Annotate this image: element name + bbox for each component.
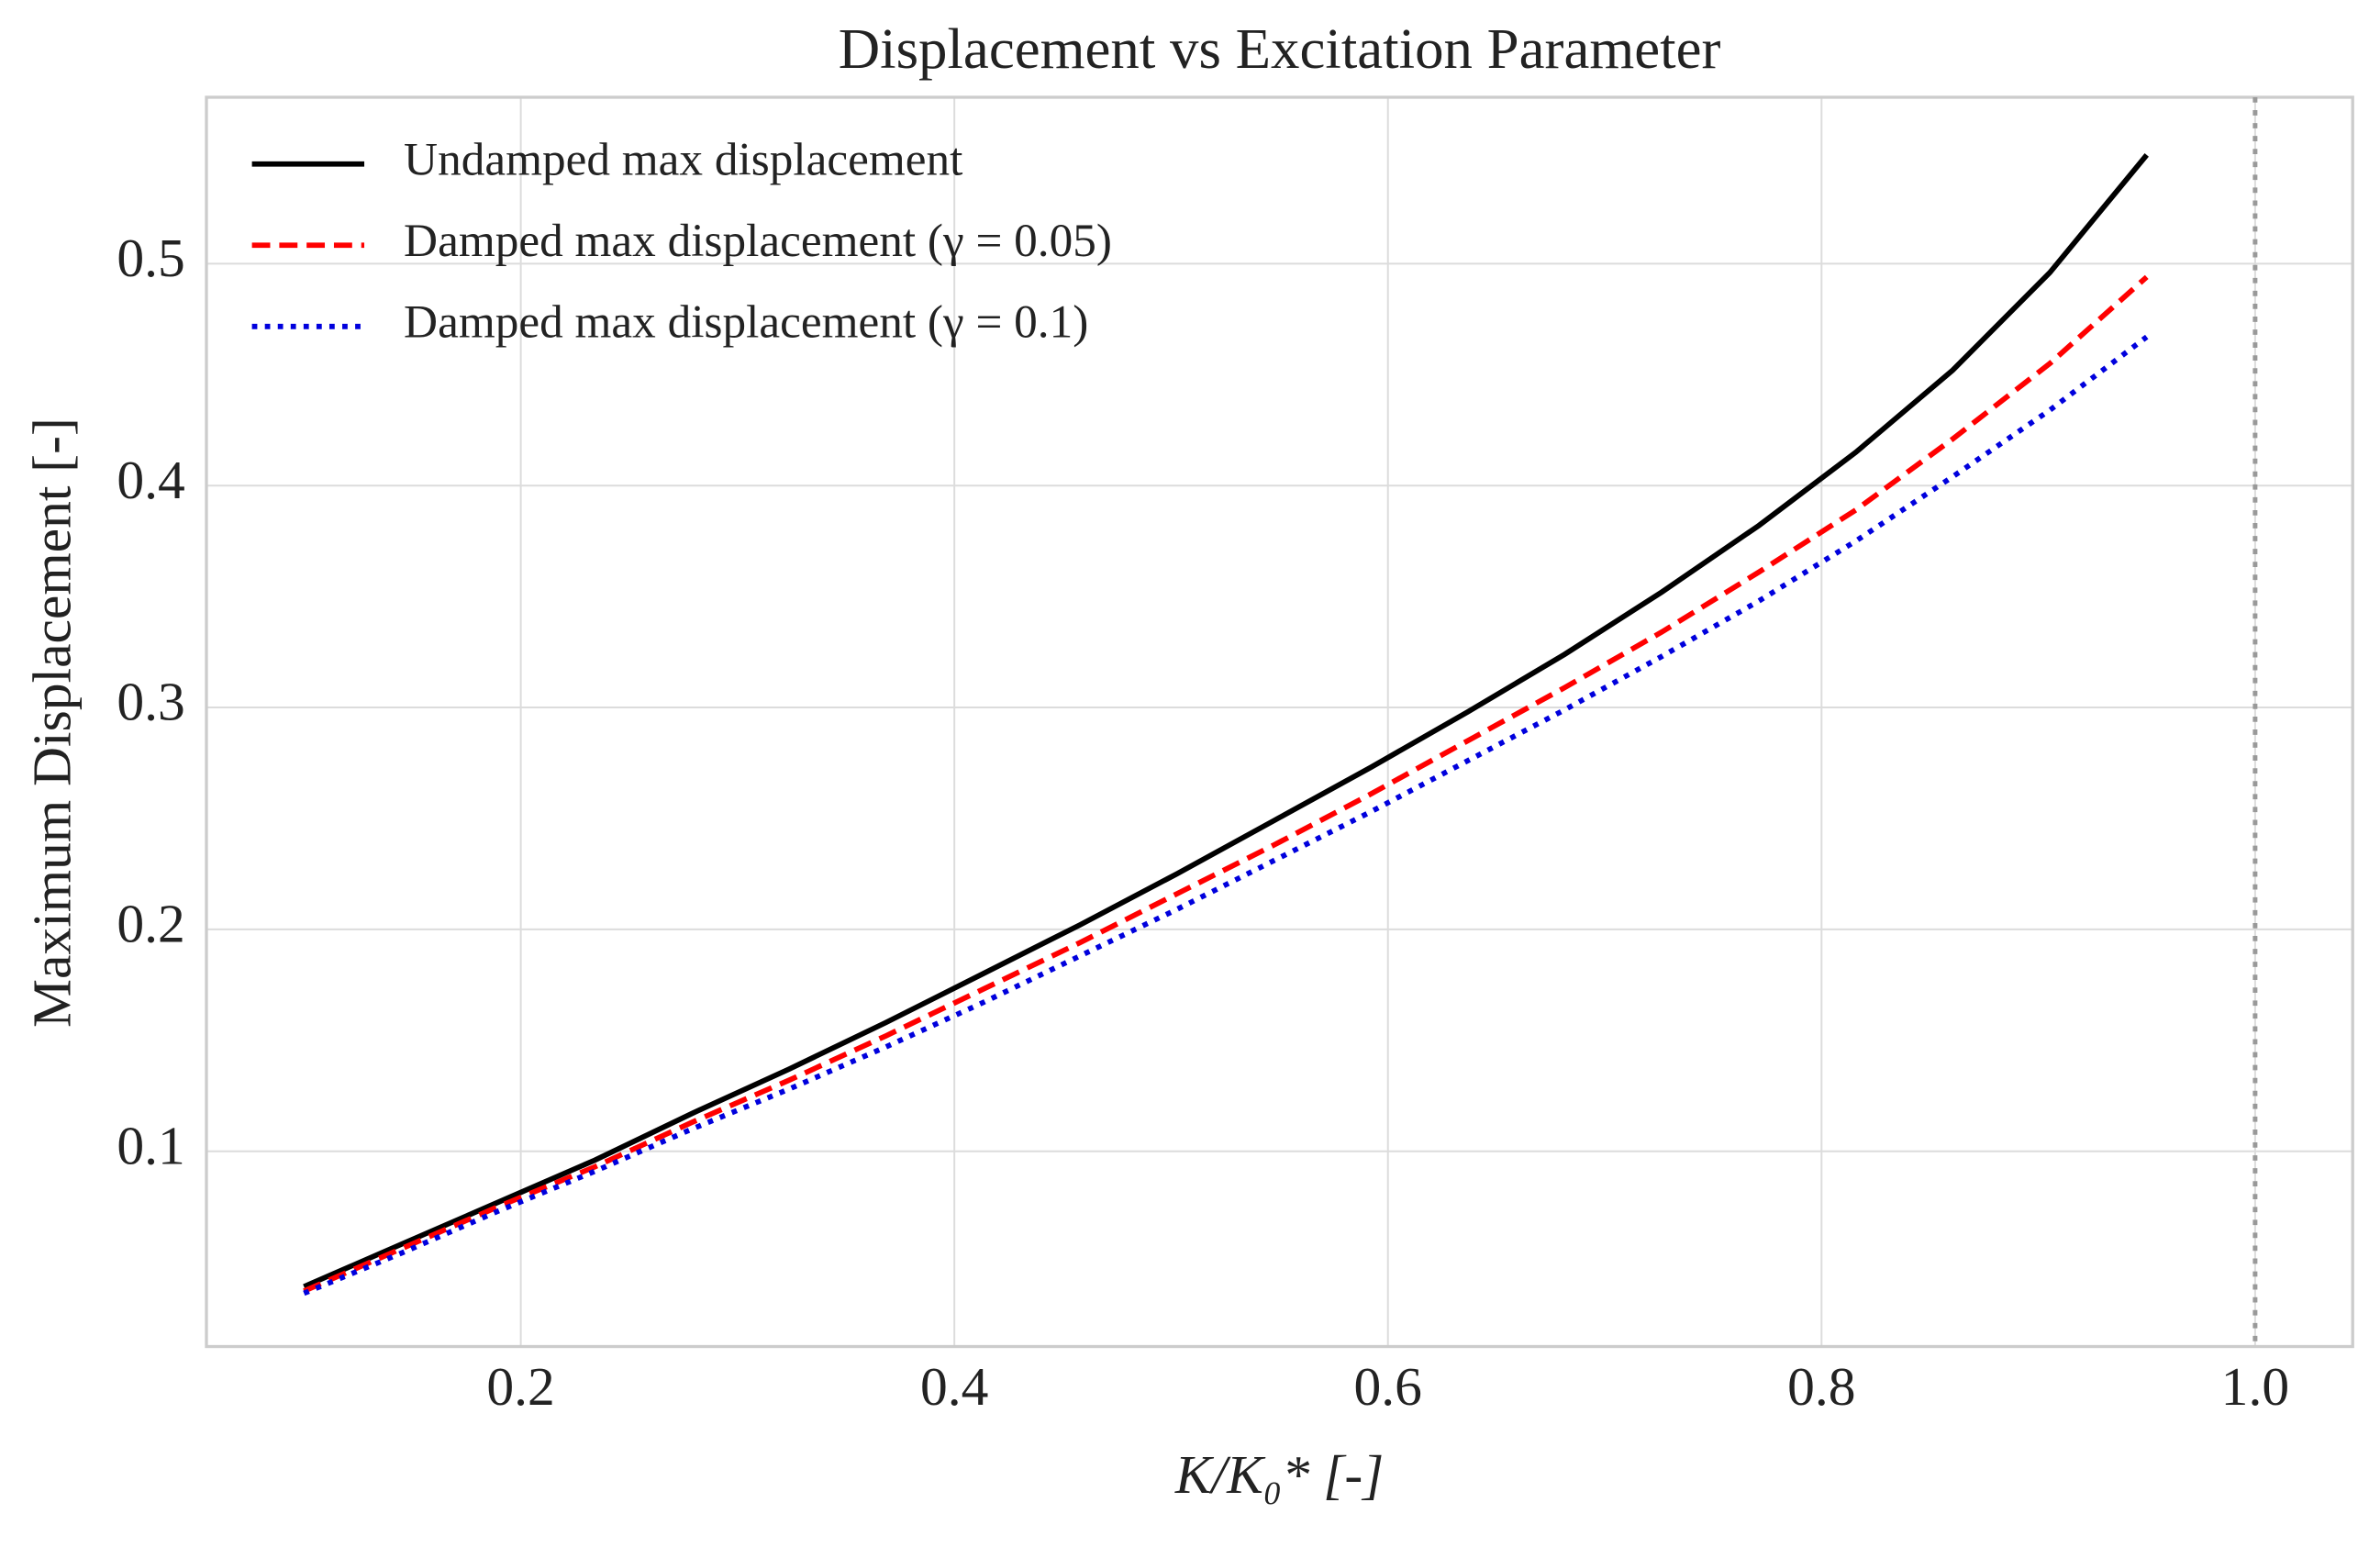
x-tick-label: 1.0 — [2221, 1356, 2289, 1417]
legend-label: Undamped max displacement — [404, 134, 962, 186]
x-tick-label: 0.4 — [920, 1356, 988, 1417]
y-tick-label: 0.1 — [117, 1115, 184, 1175]
y-tick-label: 0.3 — [117, 672, 184, 732]
x-tick-label: 0.6 — [1354, 1356, 1422, 1417]
x-axis-label: K/K₀* [-] — [1174, 1444, 1385, 1505]
plot-frame — [205, 95, 2354, 1349]
x-tick-label: 0.2 — [486, 1356, 554, 1417]
chart-title: Displacement vs Excitation Parameter — [839, 17, 1721, 81]
legend-label: Damped max displacement (γ = 0.05) — [404, 215, 1112, 267]
y-tick-label: 0.4 — [117, 450, 184, 510]
data-line — [303, 334, 2149, 1297]
data-line — [303, 153, 2149, 1289]
x-tick-label: 0.8 — [1787, 1356, 1855, 1417]
y-axis-label: Maximum Displacement [-] — [22, 417, 83, 1028]
data-line — [303, 274, 2149, 1294]
y-tick-label: 0.2 — [117, 894, 184, 954]
y-tick-label: 0.5 — [117, 228, 184, 288]
legend-label: Damped max displacement (γ = 0.1) — [404, 296, 1088, 349]
